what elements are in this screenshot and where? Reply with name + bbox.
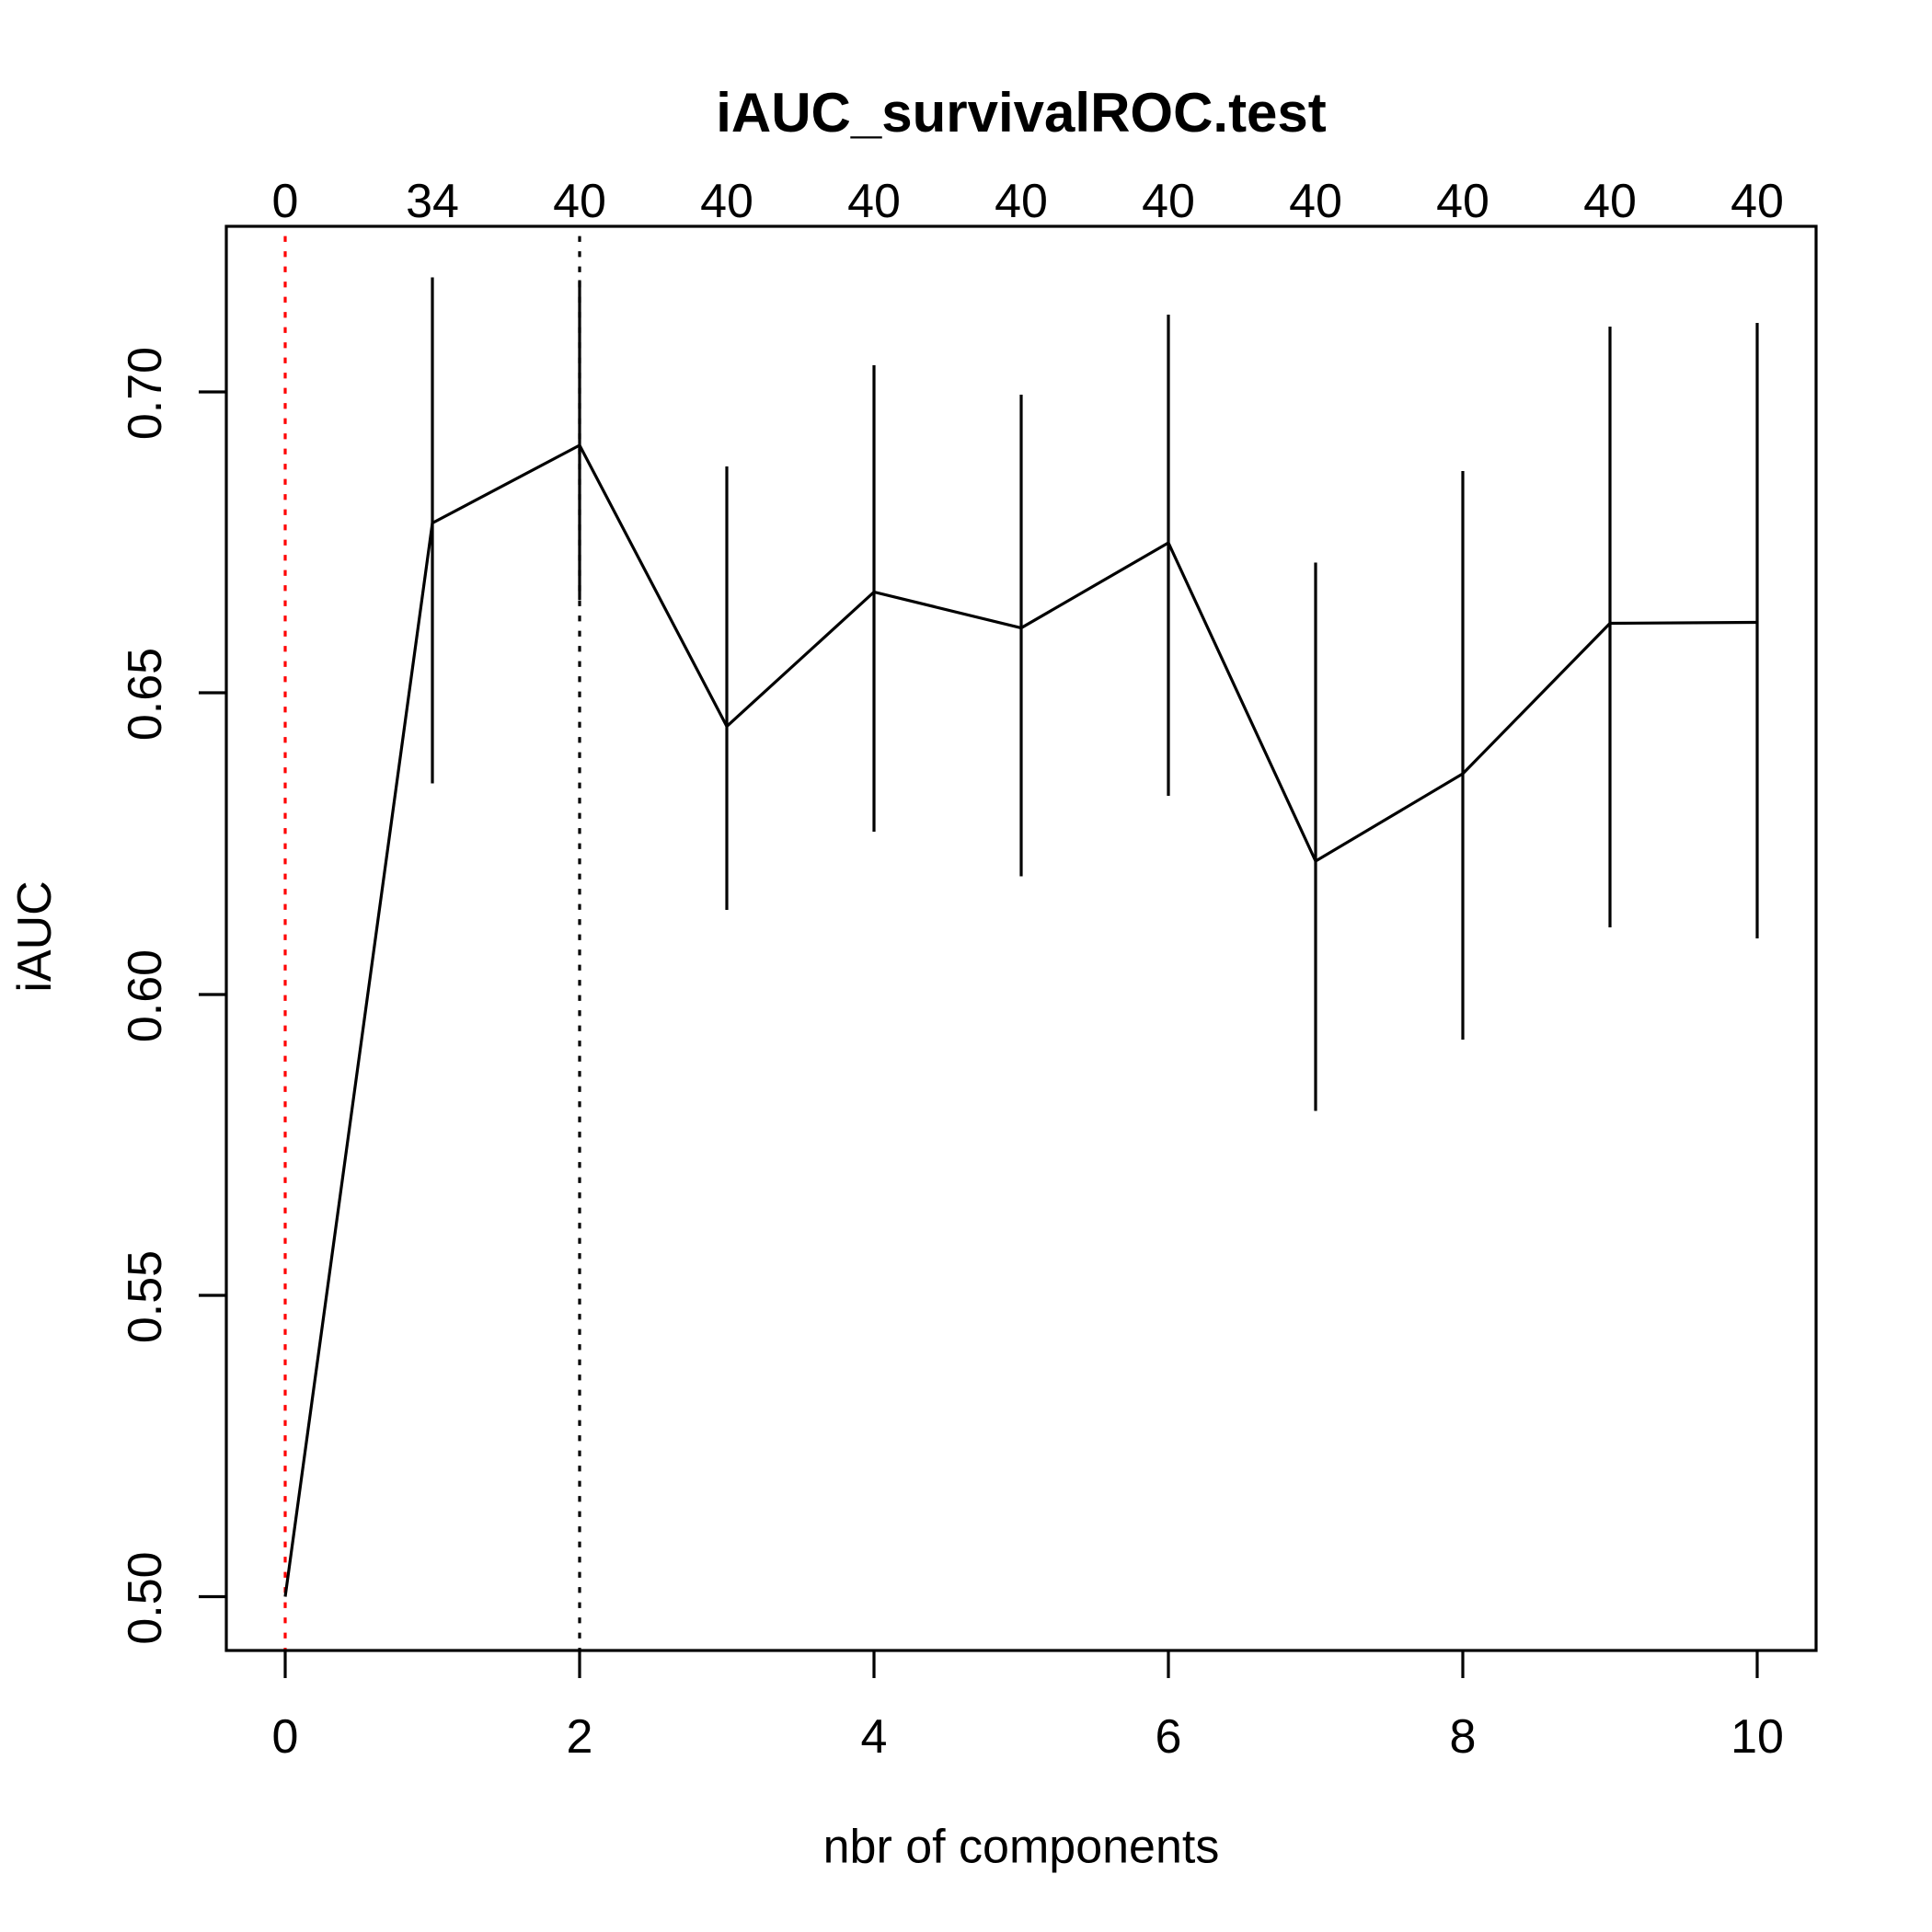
- svg-text:40: 40: [1142, 175, 1195, 228]
- svg-text:40: 40: [1731, 175, 1784, 228]
- svg-text:40: 40: [1583, 175, 1637, 228]
- svg-text:6: 6: [1156, 1710, 1182, 1764]
- svg-text:40: 40: [995, 175, 1048, 228]
- svg-text:40: 40: [1289, 175, 1342, 228]
- svg-text:0.60: 0.60: [119, 949, 172, 1042]
- svg-text:34: 34: [406, 175, 459, 228]
- svg-text:0.50: 0.50: [119, 1551, 172, 1644]
- svg-text:0: 0: [272, 175, 299, 228]
- svg-text:0.55: 0.55: [119, 1250, 172, 1343]
- svg-text:4: 4: [861, 1710, 888, 1764]
- svg-text:40: 40: [1436, 175, 1489, 228]
- svg-text:10: 10: [1731, 1710, 1784, 1764]
- svg-text:2: 2: [567, 1710, 593, 1764]
- svg-text:40: 40: [700, 175, 753, 228]
- svg-text:nbr of components: nbr of components: [823, 1821, 1220, 1874]
- svg-text:8: 8: [1450, 1710, 1477, 1764]
- svg-text:0: 0: [272, 1710, 299, 1764]
- svg-text:40: 40: [847, 175, 901, 228]
- svg-text:iAUC: iAUC: [8, 880, 62, 992]
- svg-text:40: 40: [553, 175, 606, 228]
- svg-text:0.65: 0.65: [119, 648, 172, 741]
- svg-text:iAUC_survivalROC.test: iAUC_survivalROC.test: [716, 82, 1327, 144]
- svg-text:0.70: 0.70: [119, 347, 172, 440]
